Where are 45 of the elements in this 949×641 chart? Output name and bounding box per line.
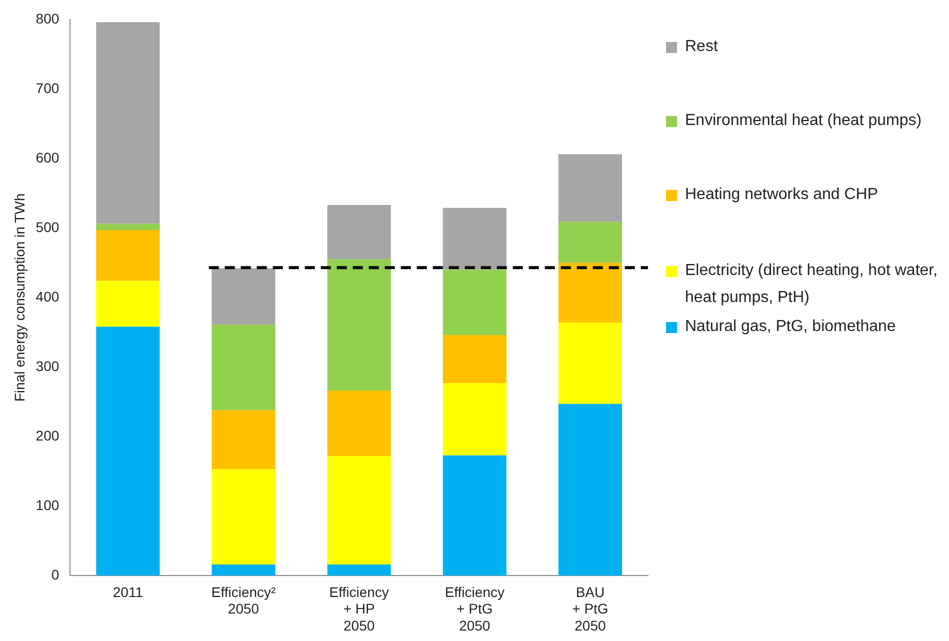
- y-tick-label: 700: [36, 80, 60, 96]
- x-tick-label: 2011: [112, 584, 144, 600]
- legend-label: Heating networks and CHP: [685, 185, 878, 205]
- bar: [558, 322, 622, 404]
- legend-label: Electricity (direct heating, hot water, heat pumps, PtH): [685, 261, 939, 308]
- bar: [558, 222, 622, 263]
- bar: [442, 455, 506, 576]
- y-tick-label: 100: [36, 496, 60, 513]
- bar: [558, 154, 622, 222]
- legend-label: Rest: [685, 37, 718, 57]
- bar: [96, 22, 160, 224]
- bar: [558, 262, 622, 323]
- y-tick-label: 600: [36, 149, 60, 166]
- bar: [212, 268, 276, 325]
- y-tick-label: 300: [36, 358, 60, 374]
- x-tick-label: Efficiency + HP 2050: [329, 584, 389, 634]
- legend-label: Natural gas, PtG, biomethane: [685, 317, 896, 337]
- bar: [327, 390, 391, 456]
- bar: [96, 280, 160, 327]
- y-tick-label: 400: [36, 288, 60, 304]
- bar: [558, 404, 622, 576]
- x-tick-label: BAU + PtG 2050: [572, 584, 608, 634]
- bar: [327, 205, 391, 260]
- bar: [327, 259, 391, 391]
- bar: [442, 383, 506, 456]
- bar: [327, 456, 391, 564]
- bar: [442, 335, 506, 384]
- y-tick-label: 800: [36, 10, 60, 26]
- bar: [442, 270, 506, 336]
- y-axis-title: Final energy consumption in TWh: [11, 193, 28, 402]
- y-tick-label: 500: [36, 218, 60, 235]
- bar: [327, 564, 391, 576]
- bar: [96, 326, 160, 576]
- y-tick-label: 200: [36, 427, 60, 444]
- bar: [212, 469, 276, 564]
- x-tick-label: Efficiency² 2050: [211, 584, 276, 617]
- bar: [96, 230, 160, 281]
- legend-label: Environmental heat (heat pumps): [685, 111, 922, 131]
- y-tick-label: 0: [51, 566, 60, 582]
- bar: [212, 410, 276, 470]
- bar: [96, 224, 160, 230]
- bar: [212, 324, 276, 410]
- x-tick-label: Efficiency + PtG 2050: [444, 584, 504, 634]
- bar: [442, 208, 506, 270]
- bar: [212, 564, 276, 576]
